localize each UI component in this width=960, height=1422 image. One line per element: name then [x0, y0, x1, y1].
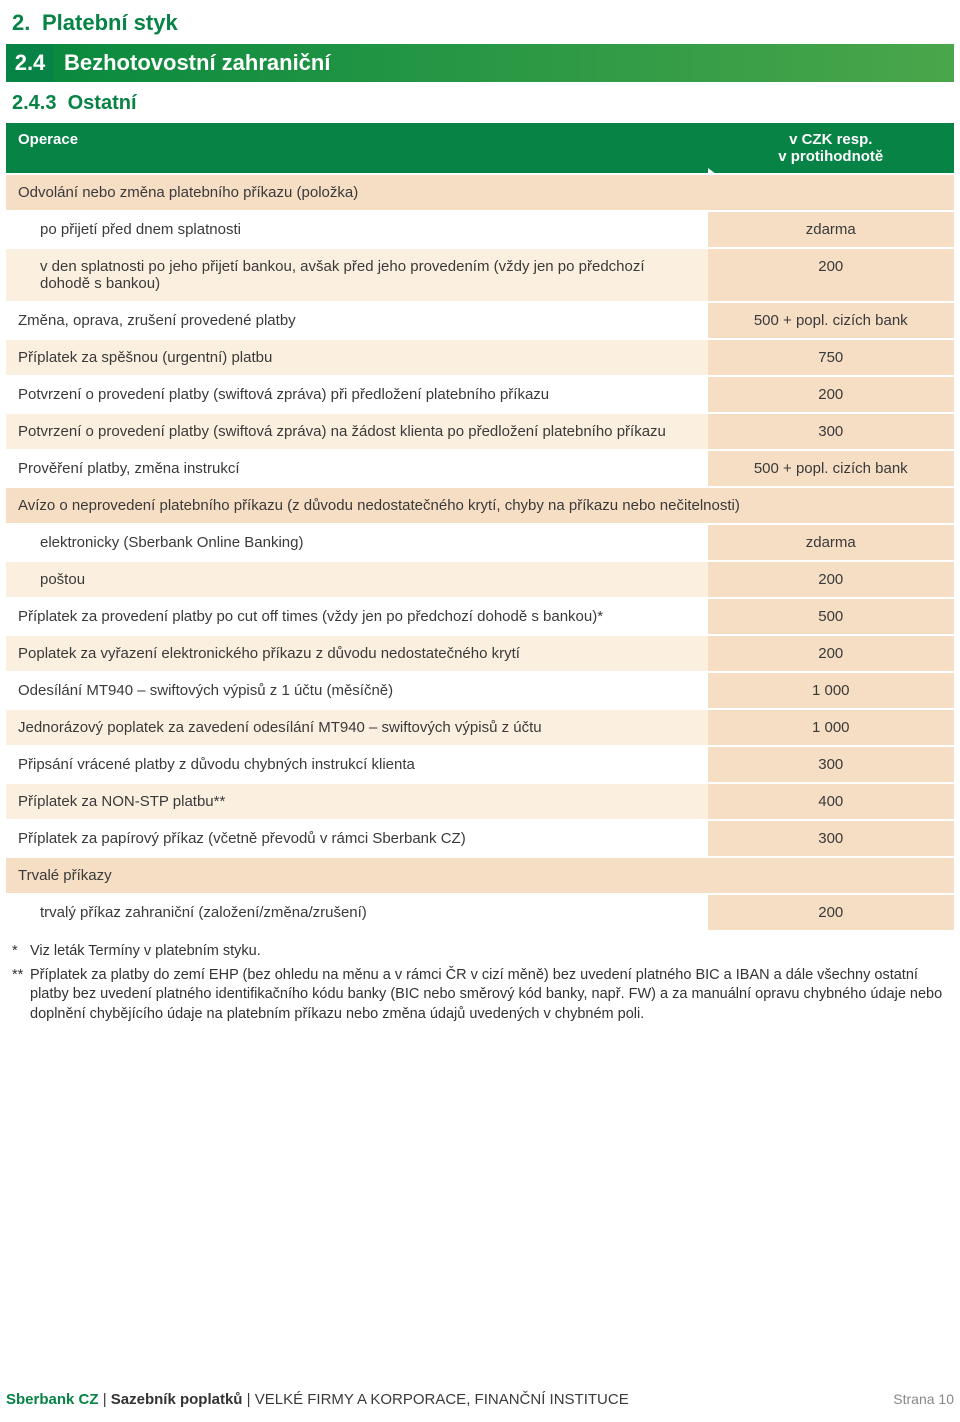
cell-operation: poštou — [6, 562, 708, 597]
cell-value: 300 — [708, 414, 954, 449]
cell-value: zdarma — [708, 525, 954, 560]
cell-value: 300 — [708, 821, 954, 856]
cell-value: 1 000 — [708, 673, 954, 708]
row-group-header: Trvalé příkazy — [6, 858, 954, 893]
table-row: v den splatnosti po jeho přijetí bankou,… — [6, 249, 954, 301]
table-row: Prověření platby, změna instrukcí500 + p… — [6, 451, 954, 486]
cell-operation: Připsání vrácené platby z důvodu chybnýc… — [6, 747, 708, 782]
footer-mid: Sazebník poplatků — [111, 1391, 243, 1408]
cell-operation: Jednorázový poplatek za zavedení odesílá… — [6, 710, 708, 745]
cell-value: 200 — [708, 249, 954, 301]
cell-operation: Odesílání MT940 – swiftových výpisů z 1 … — [6, 673, 708, 708]
cell-operation: Změna, oprava, zrušení provedené platby — [6, 303, 708, 338]
cell-operation: Prověření platby, změna instrukcí — [6, 451, 708, 486]
section-h1-num: 2. — [12, 10, 42, 36]
page-footer: Sberbank CZ | Sazebník poplatků | VELKÉ … — [6, 1381, 954, 1422]
footer-bank: Sberbank CZ — [6, 1391, 99, 1408]
section-h2-title: Bezhotovostní zahraniční — [54, 44, 954, 82]
cell-value: 400 — [708, 784, 954, 819]
cell-value: 200 — [708, 377, 954, 412]
table-row: Příplatek za papírový příkaz (včetně pře… — [6, 821, 954, 856]
col-header-operation: Operace — [6, 123, 708, 173]
cell-operation: po přijetí před dnem splatnosti — [6, 212, 708, 247]
table-row: Změna, oprava, zrušení provedené platby5… — [6, 303, 954, 338]
cell-operation: Příplatek za spěšnou (urgentní) platbu — [6, 340, 708, 375]
table-row: Připsání vrácené platby z důvodu chybnýc… — [6, 747, 954, 782]
table-row: Avízo o neprovedení platebního příkazu (… — [6, 488, 954, 523]
footnote-text: Viz leták Termíny v platebním styku. — [30, 942, 261, 962]
cell-value: 300 — [708, 747, 954, 782]
cell-value: 1 000 — [708, 710, 954, 745]
cell-value: zdarma — [708, 212, 954, 247]
table-row: Odesílání MT940 – swiftových výpisů z 1 … — [6, 673, 954, 708]
cell-operation: elektronicky (Sberbank Online Banking) — [6, 525, 708, 560]
section-h2: 2.4 Bezhotovostní zahraniční — [6, 44, 954, 82]
table-row: Příplatek za provedení platby po cut off… — [6, 599, 954, 634]
footnote-mark: ** — [12, 966, 30, 1025]
footnotes: * Viz leták Termíny v platebním styku. *… — [6, 932, 954, 1024]
cell-value: 750 — [708, 340, 954, 375]
cell-value: 500 — [708, 599, 954, 634]
cell-value: 200 — [708, 895, 954, 930]
table-row: Příplatek za spěšnou (urgentní) platbu75… — [6, 340, 954, 375]
cell-operation: Příplatek za provedení platby po cut off… — [6, 599, 708, 634]
cell-value: 200 — [708, 636, 954, 671]
footnote-text: Příplatek za platby do zemí EHP (bez ohl… — [30, 966, 948, 1025]
table-row: Příplatek za NON-STP platbu**400 — [6, 784, 954, 819]
cell-operation: v den splatnosti po jeho přijetí bankou,… — [6, 249, 708, 301]
footer-tail: VELKÉ FIRMY A KORPORACE, FINANČNÍ INSTIT… — [255, 1391, 629, 1408]
table-row: Odvolání nebo změna platebního příkazu (… — [6, 175, 954, 210]
section-h3-num: 2.4.3 — [12, 92, 56, 114]
table-row: Potvrzení o provedení platby (swiftová z… — [6, 414, 954, 449]
footer-page: Strana 10 — [893, 1391, 954, 1407]
cell-value: 500 + popl. cizích bank — [708, 303, 954, 338]
cell-operation: Potvrzení o provedení platby (swiftová z… — [6, 377, 708, 412]
row-group-header: Odvolání nebo změna platebního příkazu (… — [6, 175, 954, 210]
section-h1-title: Platební styk — [42, 10, 178, 36]
row-group-header: Avízo o neprovedení platebního příkazu (… — [6, 488, 954, 523]
table-row: Poplatek za vyřazení elektronického přík… — [6, 636, 954, 671]
section-h3: 2.4.3 Ostatní — [6, 82, 954, 121]
footnote-mark: * — [12, 942, 30, 962]
col-header-value-l2: v protihodnotě — [778, 148, 883, 165]
section-h1: 2. Platební styk — [6, 6, 954, 44]
cell-operation: trvalý příkaz zahraniční (založení/změna… — [6, 895, 708, 930]
table-row: Jednorázový poplatek za zavedení odesílá… — [6, 710, 954, 745]
section-h3-title: Ostatní — [68, 92, 137, 114]
col-header-value: v CZK resp. v protihodnotě — [708, 123, 954, 173]
section-h2-num: 2.4 — [6, 44, 54, 82]
cell-operation: Potvrzení o provedení platby (swiftová z… — [6, 414, 708, 449]
fee-table: Operace v CZK resp. v protihodnotě Odvol… — [6, 121, 954, 932]
cell-value: 500 + popl. cizích bank — [708, 451, 954, 486]
footer-page-num: 10 — [938, 1391, 954, 1407]
cell-value: 200 — [708, 562, 954, 597]
footnote: * Viz leták Termíny v platebním styku. — [12, 942, 948, 962]
table-row: poštou200 — [6, 562, 954, 597]
col-header-value-l1: v CZK resp. — [789, 131, 872, 148]
table-row: elektronicky (Sberbank Online Banking)zd… — [6, 525, 954, 560]
table-row: Potvrzení o provedení platby (swiftová z… — [6, 377, 954, 412]
footnote: ** Příplatek za platby do zemí EHP (bez … — [12, 966, 948, 1025]
cell-operation: Příplatek za NON-STP platbu** — [6, 784, 708, 819]
table-row: po přijetí před dnem splatnostizdarma — [6, 212, 954, 247]
table-row: Trvalé příkazy — [6, 858, 954, 893]
cell-operation: Příplatek za papírový příkaz (včetně pře… — [6, 821, 708, 856]
footer-left: Sberbank CZ | Sazebník poplatků | VELKÉ … — [6, 1391, 629, 1408]
footer-page-label: Strana — [893, 1391, 934, 1407]
cell-operation: Poplatek za vyřazení elektronického přík… — [6, 636, 708, 671]
table-row: trvalý příkaz zahraniční (založení/změna… — [6, 895, 954, 930]
